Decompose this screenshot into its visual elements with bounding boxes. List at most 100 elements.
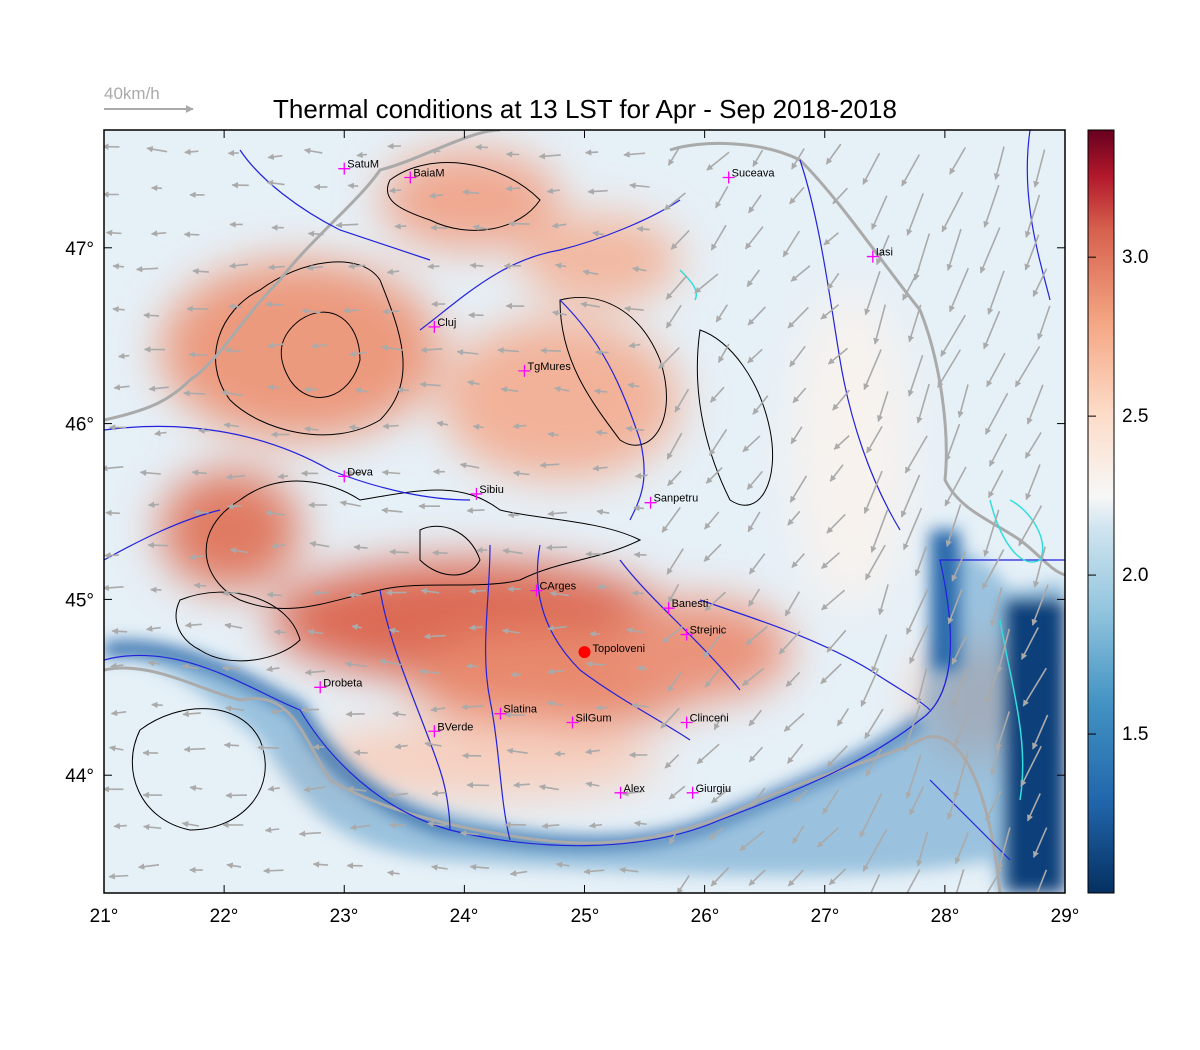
wind-arrow bbox=[871, 195, 888, 230]
wind-arrow bbox=[825, 143, 842, 165]
chart-title: Thermal conditions at 13 LST for Apr - S… bbox=[273, 94, 897, 124]
wind-arrow bbox=[387, 869, 400, 877]
wind-arrow bbox=[983, 509, 1000, 557]
wind-arrow bbox=[792, 825, 805, 845]
wind-arrow bbox=[300, 706, 320, 713]
wind-arrow bbox=[667, 146, 681, 166]
wind-arrow bbox=[181, 663, 199, 670]
wind-arrow bbox=[580, 301, 600, 308]
city-label: Strejnic bbox=[690, 625, 727, 637]
wind-arrow bbox=[501, 628, 520, 635]
wind-arrow bbox=[596, 508, 610, 516]
wind-arrow bbox=[902, 268, 920, 301]
y-axis: 44° 45° 46° 47° bbox=[65, 239, 94, 787]
wind-arrow bbox=[816, 827, 840, 848]
wind-arrow bbox=[339, 500, 361, 507]
x-tick-label: 23° bbox=[330, 906, 359, 927]
wind-arrow bbox=[418, 668, 441, 675]
wind-arrow bbox=[508, 220, 530, 227]
wind-arrow bbox=[983, 310, 1001, 350]
wind-arrow bbox=[104, 584, 124, 592]
city-suceava: Suceava bbox=[722, 167, 775, 184]
wind-arrow bbox=[862, 152, 881, 185]
wind-arrow bbox=[469, 863, 490, 871]
wind-arrow bbox=[189, 784, 203, 792]
wind-arrow bbox=[988, 433, 1008, 467]
wind-arrow bbox=[351, 623, 362, 631]
wind-arrow bbox=[428, 192, 444, 199]
wind-arrow bbox=[622, 790, 643, 797]
wind-arrow bbox=[906, 193, 924, 236]
colorbar-tick-label: 2.5 bbox=[1122, 406, 1148, 427]
wind-arrow bbox=[264, 826, 280, 834]
wind-arrow bbox=[791, 148, 805, 170]
wind-arrow bbox=[744, 226, 764, 250]
wind-arrow bbox=[742, 435, 761, 453]
wind-arrow bbox=[468, 624, 483, 631]
wind-arrow bbox=[191, 469, 208, 476]
wind-arrow bbox=[870, 874, 881, 893]
wind-arrow bbox=[182, 710, 201, 718]
wind-arrow bbox=[820, 304, 840, 320]
wind-arrow bbox=[388, 627, 400, 634]
wind-arrow bbox=[306, 264, 324, 272]
wind-arrow bbox=[665, 304, 682, 329]
wind-arrow bbox=[821, 552, 840, 569]
map-overlays bbox=[104, 130, 1065, 893]
wind-arrow bbox=[1020, 745, 1042, 787]
city-sanpetru: Sanpetru bbox=[644, 493, 698, 509]
wind-arrow bbox=[747, 348, 763, 364]
wind-arrow bbox=[663, 192, 686, 211]
wind-arrow bbox=[946, 784, 961, 820]
wind-arrow bbox=[224, 347, 241, 354]
y-tick-marks bbox=[104, 247, 1065, 776]
wind-arrow bbox=[303, 147, 323, 155]
wind-arrow bbox=[667, 671, 683, 692]
wind-arrow bbox=[746, 470, 764, 490]
wind-arrow bbox=[430, 706, 446, 713]
wind-arrow bbox=[629, 182, 650, 189]
wind-arrow bbox=[949, 267, 970, 313]
wind-arrow bbox=[747, 511, 761, 533]
wind-arrow bbox=[546, 187, 560, 195]
wind-arrow bbox=[1032, 714, 1049, 750]
wind-arrow bbox=[715, 185, 729, 209]
wind-arrow bbox=[461, 703, 484, 711]
city-silgum: SilGum bbox=[566, 712, 612, 729]
wind-arrow bbox=[460, 830, 479, 837]
wind-arrow bbox=[633, 551, 647, 558]
wind-arrow bbox=[945, 504, 962, 548]
wind-arrow bbox=[349, 824, 371, 831]
wind-arrow bbox=[864, 544, 886, 581]
wind-arrow bbox=[113, 384, 130, 391]
wind-arrow bbox=[538, 153, 561, 160]
wind-arrow bbox=[674, 388, 690, 413]
city-marker bbox=[428, 320, 441, 333]
wind-arrow bbox=[347, 182, 359, 190]
x-tick-label: 28° bbox=[931, 906, 960, 927]
wind-arrow bbox=[951, 635, 967, 665]
wind-arrow bbox=[873, 304, 887, 345]
wind-arrow bbox=[709, 386, 725, 403]
wind-arrow bbox=[466, 507, 485, 514]
wind-arrow bbox=[380, 344, 403, 351]
wind-arrow bbox=[953, 869, 965, 893]
y-tick-label: 47° bbox=[65, 239, 94, 260]
wind-arrow bbox=[826, 745, 848, 768]
wind-arrow bbox=[822, 789, 840, 815]
city-marker bbox=[566, 716, 579, 729]
x-tick-label: 29° bbox=[1051, 906, 1080, 927]
wind-arrow bbox=[742, 667, 765, 686]
wind-arrow bbox=[745, 625, 768, 646]
wind-arrow bbox=[748, 588, 761, 607]
wind-arrow bbox=[592, 230, 604, 237]
wind-arrow bbox=[664, 754, 680, 769]
wind-arrow bbox=[303, 786, 326, 793]
city-markers: SatuM BaiaM Suceava Iasi Cluj TgMures Deva Sibi… bbox=[314, 159, 893, 799]
wind-arrow bbox=[505, 185, 521, 192]
wind-arrow bbox=[661, 506, 681, 533]
wind-arrow bbox=[112, 306, 125, 313]
city-marker bbox=[614, 786, 627, 799]
wind-arrow bbox=[665, 275, 688, 300]
wind-arrow bbox=[436, 420, 449, 427]
